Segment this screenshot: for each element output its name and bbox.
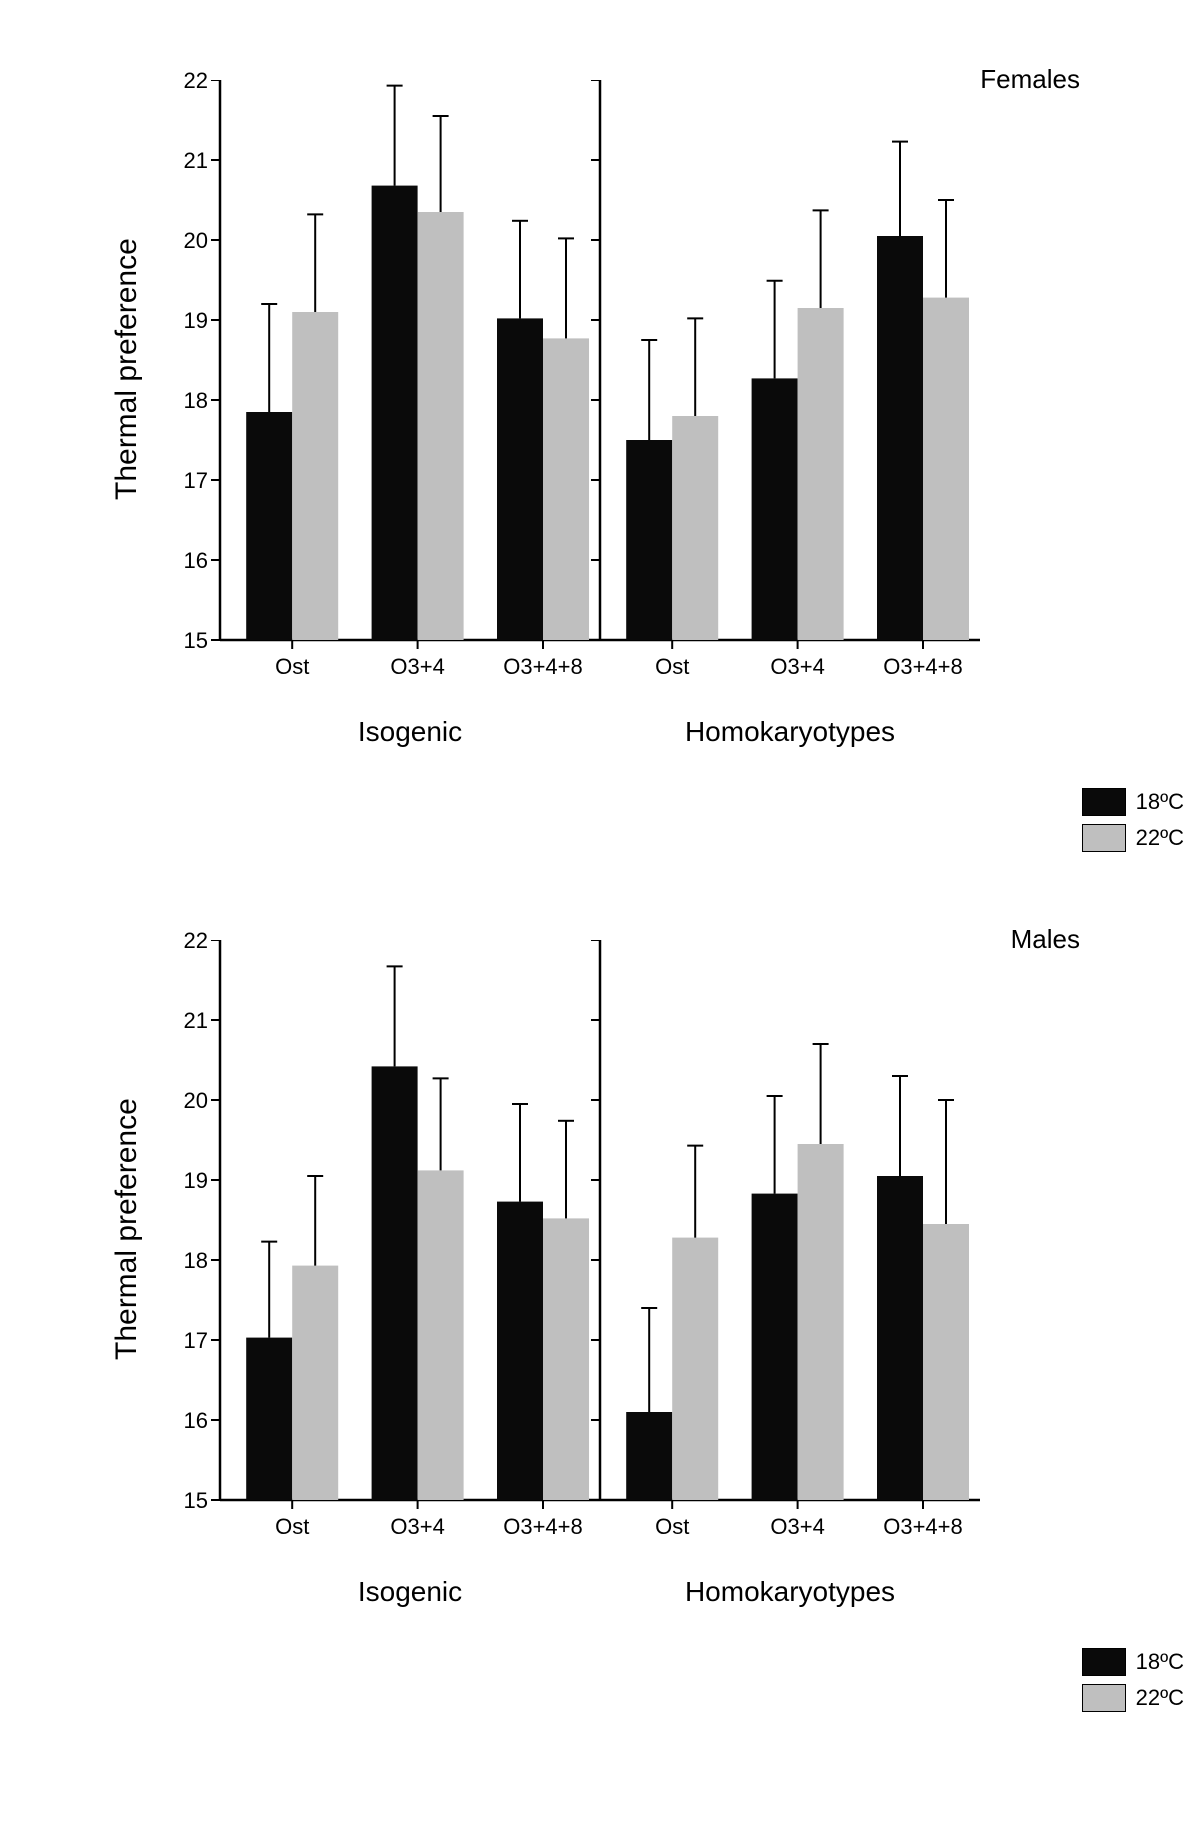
- xtick-label: O3+4+8: [883, 654, 963, 679]
- ytick-label: 19: [168, 1168, 208, 1194]
- legend-item: 22ºC: [1082, 824, 1184, 852]
- ytick-label: 21: [168, 148, 208, 174]
- ytick-label: 22: [168, 68, 208, 94]
- xtick-label: Ost: [655, 654, 689, 679]
- xtick-label: Ost: [275, 654, 309, 679]
- legend: 18ºC 22ºC: [1082, 788, 1184, 860]
- legend-swatch: [1082, 788, 1126, 816]
- row-title: Males: [940, 924, 1080, 955]
- xtick-label: O3+4+8: [503, 1514, 583, 1539]
- chart-panel: Ost O3+4 O3+4+8: [208, 80, 604, 690]
- legend-item: 18ºC: [1082, 1648, 1184, 1676]
- ytick-label: 19: [168, 308, 208, 334]
- ytick-label: 22: [168, 928, 208, 954]
- legend-swatch: [1082, 1648, 1126, 1676]
- xtick-label: O3+4+8: [503, 654, 583, 679]
- ytick-label: 16: [168, 548, 208, 574]
- legend-label: 18ºC: [1136, 789, 1184, 815]
- panel-xlabel: Homokaryotypes: [600, 716, 980, 748]
- legend-item: 22ºC: [1082, 1684, 1184, 1712]
- legend-swatch: [1082, 1684, 1126, 1712]
- legend-item: 18ºC: [1082, 788, 1184, 816]
- legend: 18ºC 22ºC: [1082, 1648, 1184, 1720]
- xtick-label: O3+4: [390, 654, 444, 679]
- xtick-label: O3+4: [770, 654, 824, 679]
- chart-panel: Ost O3+4 O3+4+8: [588, 80, 984, 690]
- ytick-label: 18: [168, 388, 208, 414]
- chart-panel: Ost O3+4 O3+4+8: [588, 940, 984, 1550]
- ytick-label: 16: [168, 1408, 208, 1434]
- chart-panel: Ost O3+4 O3+4+8: [208, 940, 604, 1550]
- xtick-label: O3+4: [770, 1514, 824, 1539]
- row-title: Females: [940, 64, 1080, 95]
- ytick-label: 18: [168, 1248, 208, 1274]
- panel-xlabel: Isogenic: [220, 716, 600, 748]
- legend-label: 18ºC: [1136, 1649, 1184, 1675]
- xtick-label: Ost: [275, 1514, 309, 1539]
- panel-xlabel: Homokaryotypes: [600, 1576, 980, 1608]
- xtick-label: O3+4+8: [883, 1514, 963, 1539]
- ytick-label: 20: [168, 228, 208, 254]
- xtick-label: O3+4: [390, 1514, 444, 1539]
- ytick-label: 15: [168, 1488, 208, 1514]
- y-axis-label: Thermal preference: [110, 1098, 144, 1360]
- panel-xlabel: Isogenic: [220, 1576, 600, 1608]
- xtick-label: Ost: [655, 1514, 689, 1539]
- legend-label: 22ºC: [1136, 825, 1184, 851]
- ytick-label: 21: [168, 1008, 208, 1034]
- y-axis-label: Thermal preference: [110, 238, 144, 500]
- figure-root: Ost O3+4 O3+4+8 15 16 17 18 19 20 21 22 Isogenic Ost…: [0, 0, 1200, 1822]
- ytick-label: 20: [168, 1088, 208, 1114]
- ytick-label: 15: [168, 628, 208, 654]
- legend-label: 22ºC: [1136, 1685, 1184, 1711]
- ytick-label: 17: [168, 468, 208, 494]
- ytick-label: 17: [168, 1328, 208, 1354]
- legend-swatch: [1082, 824, 1126, 852]
